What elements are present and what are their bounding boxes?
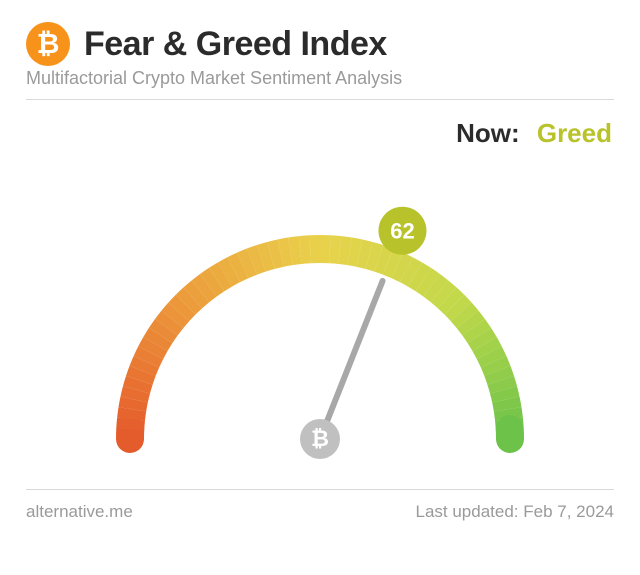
- header-divider: [26, 99, 614, 100]
- updated-text: Last updated: Feb 7, 2024: [415, 502, 614, 522]
- updated-label: Last updated:: [415, 502, 518, 521]
- bitcoin-logo-icon: ₿: [26, 22, 70, 66]
- footer: alternative.me Last updated: Feb 7, 2024: [26, 502, 614, 522]
- footer-divider: [26, 489, 614, 490]
- svg-text:₿: ₿: [311, 426, 329, 451]
- page-title: Fear & Greed Index: [84, 25, 387, 64]
- page-subtitle: Multifactorial Crypto Market Sentiment A…: [26, 68, 614, 89]
- gauge: ₿ 62: [26, 149, 614, 489]
- now-row: Now: Greed: [26, 118, 612, 149]
- svg-text:₿: ₿: [37, 28, 60, 59]
- source-label: alternative.me: [26, 502, 133, 522]
- updated-value: Feb 7, 2024: [523, 502, 614, 521]
- now-sentiment: Greed: [537, 118, 612, 148]
- gauge-value: 62: [390, 219, 414, 244]
- header: ₿ Fear & Greed Index: [26, 22, 614, 66]
- fear-greed-card: ₿ Fear & Greed Index Multifactorial Cryp…: [0, 0, 640, 540]
- gauge-svg: ₿ 62: [26, 149, 614, 479]
- now-label: Now:: [456, 118, 520, 148]
